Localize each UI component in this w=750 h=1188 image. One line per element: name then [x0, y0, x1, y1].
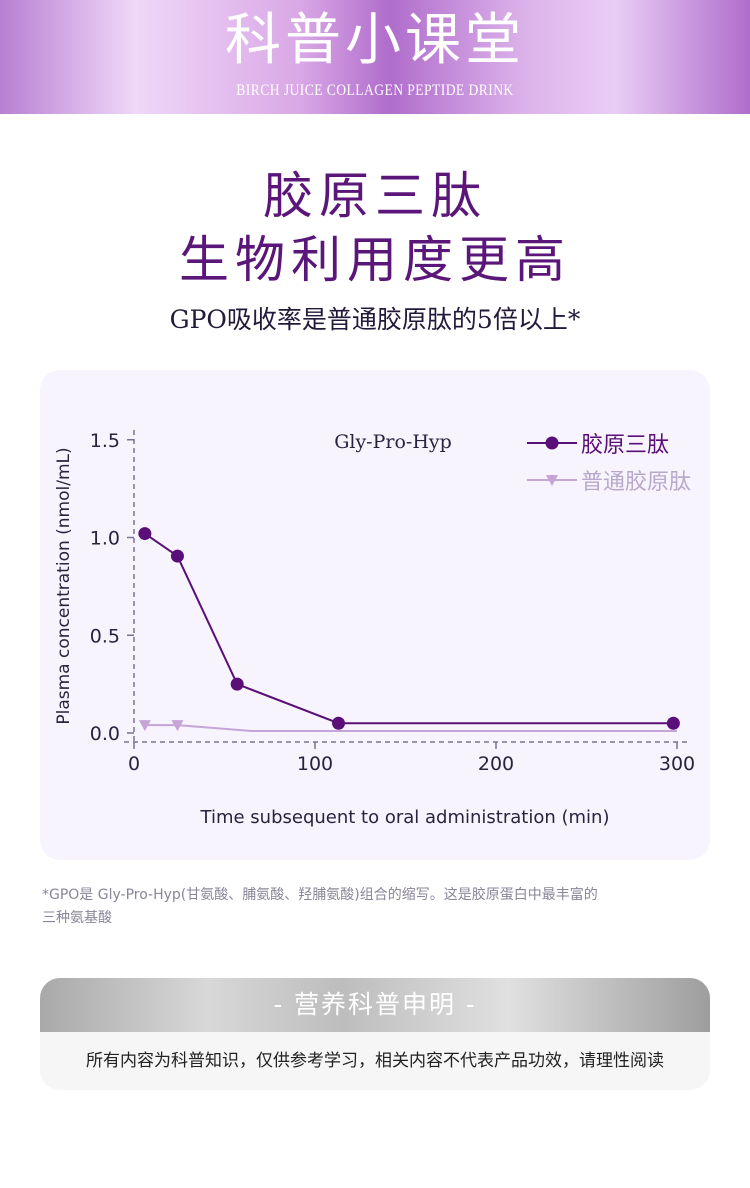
chart: 0.0 0.5 1.0 1.5 0 100 200 300 Time subsequent to… — [54, 430, 695, 828]
headline-line1: 胶原三肽 — [263, 167, 487, 225]
disclaimer-body: 所有内容为科普知识，仅供参考学习，相关内容不代表产品功效，请理性阅读 — [86, 1051, 664, 1071]
legend-label: 普通胶原肽 — [581, 470, 691, 495]
y-tick-label: 0.5 — [90, 625, 120, 647]
x-tick-label: 200 — [478, 753, 514, 775]
data-point — [332, 716, 346, 730]
header-banner: 科普小课堂 BIRCH JUICE COLLAGEN PEPTIDE DRINK — [0, 0, 750, 114]
footnote-line2: 三种氨基酸 — [42, 910, 112, 926]
x-tick-label: 300 — [659, 753, 695, 775]
headline-subtitle: GPO吸收率是普通胶原肽的5倍以上* — [169, 305, 581, 334]
disclaimer-box: - 营养科普申明 - 所有内容为科普知识，仅供参考学习，相关内容不代表产品功效，… — [40, 978, 710, 1090]
series-line-0 — [144, 532, 674, 725]
data-point — [138, 527, 152, 541]
legend-marker-triangle — [546, 475, 558, 486]
series-line-1 — [144, 724, 677, 733]
data-point — [138, 720, 151, 732]
y-axis-label: Plasma concentration (nmol/mL) — [54, 447, 74, 724]
footnote: *GPO是 Gly-Pro-Hyp(甘氨酸、脯氨酸、羟脯氨酸)组合的缩写。这是胶… — [42, 884, 702, 930]
chart-title: Gly-Pro-Hyp — [334, 431, 452, 453]
banner-subtitle: BIRCH JUICE COLLAGEN PEPTIDE DRINK — [236, 82, 514, 99]
data-point — [170, 549, 184, 563]
y-tick-label: 1.5 — [90, 430, 120, 452]
y-tick-label: 1.0 — [90, 528, 120, 550]
footnote-line1: *GPO是 Gly-Pro-Hyp(甘氨酸、脯氨酸、羟脯氨酸)组合的缩写。这是胶… — [42, 887, 598, 903]
x-tick-label: 100 — [297, 753, 333, 775]
data-point — [230, 677, 244, 691]
chart-panel: 0.0 0.5 1.0 1.5 0 100 200 300 Time subsequent to… — [40, 370, 710, 860]
disclaimer-title: - 营养科普申明 - — [40, 978, 710, 1032]
legend-label: 胶原三肽 — [581, 433, 669, 458]
headline-line2: 生物利用度更高 — [179, 231, 571, 289]
y-tick-label: 0.0 — [90, 723, 120, 745]
data-point — [171, 720, 184, 732]
data-point — [666, 716, 680, 730]
x-tick-label: 0 — [128, 753, 140, 775]
banner-title: 科普小课堂 — [225, 8, 525, 73]
legend-marker-circle — [545, 436, 559, 450]
x-axis-label: Time subsequent to oral administration (… — [200, 807, 610, 828]
